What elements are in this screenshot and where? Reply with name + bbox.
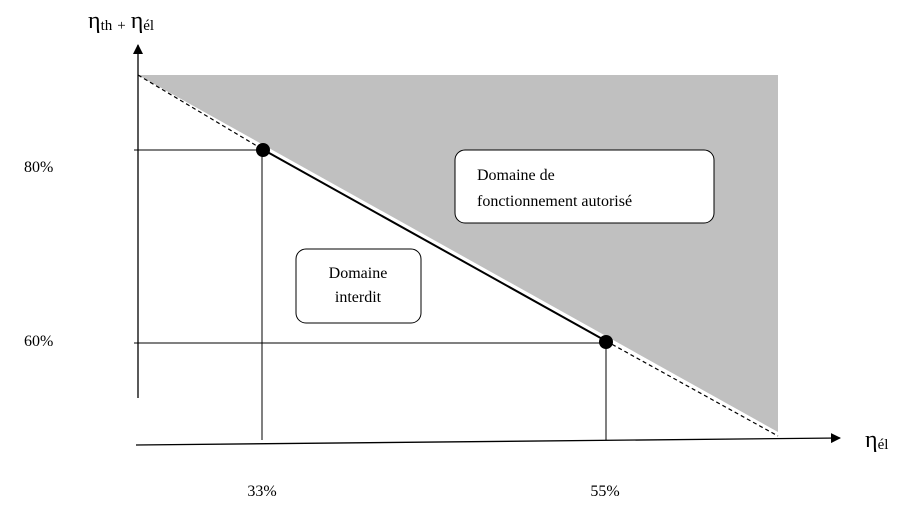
x-tick-55: 55%	[590, 483, 619, 500]
forbidden-label-line2: interdit	[335, 289, 382, 306]
y-tick-80: 80%	[24, 159, 53, 176]
point-33-80	[256, 143, 270, 157]
y-tick-60: 60%	[24, 333, 53, 350]
boundary-dashed-lower	[605, 340, 779, 437]
boundary-solid	[261, 148, 607, 342]
authorized-label-box	[454, 149, 715, 224]
authorized-region	[138, 75, 778, 432]
x-tick-33: 33%	[247, 483, 276, 500]
point-55-60	[599, 335, 613, 349]
x-axis	[135, 433, 841, 446]
forbidden-label-box	[295, 248, 422, 324]
authorized-label-line2: fonctionnement autorisé	[477, 193, 632, 210]
y-axis-title: ηth + ηél	[88, 8, 154, 34]
boundary-dashed-upper	[137, 74, 263, 150]
authorized-label-line1: Domaine de	[477, 167, 555, 184]
x-axis-title: ηél	[865, 427, 888, 453]
forbidden-label-line1: Domaine	[329, 265, 388, 282]
